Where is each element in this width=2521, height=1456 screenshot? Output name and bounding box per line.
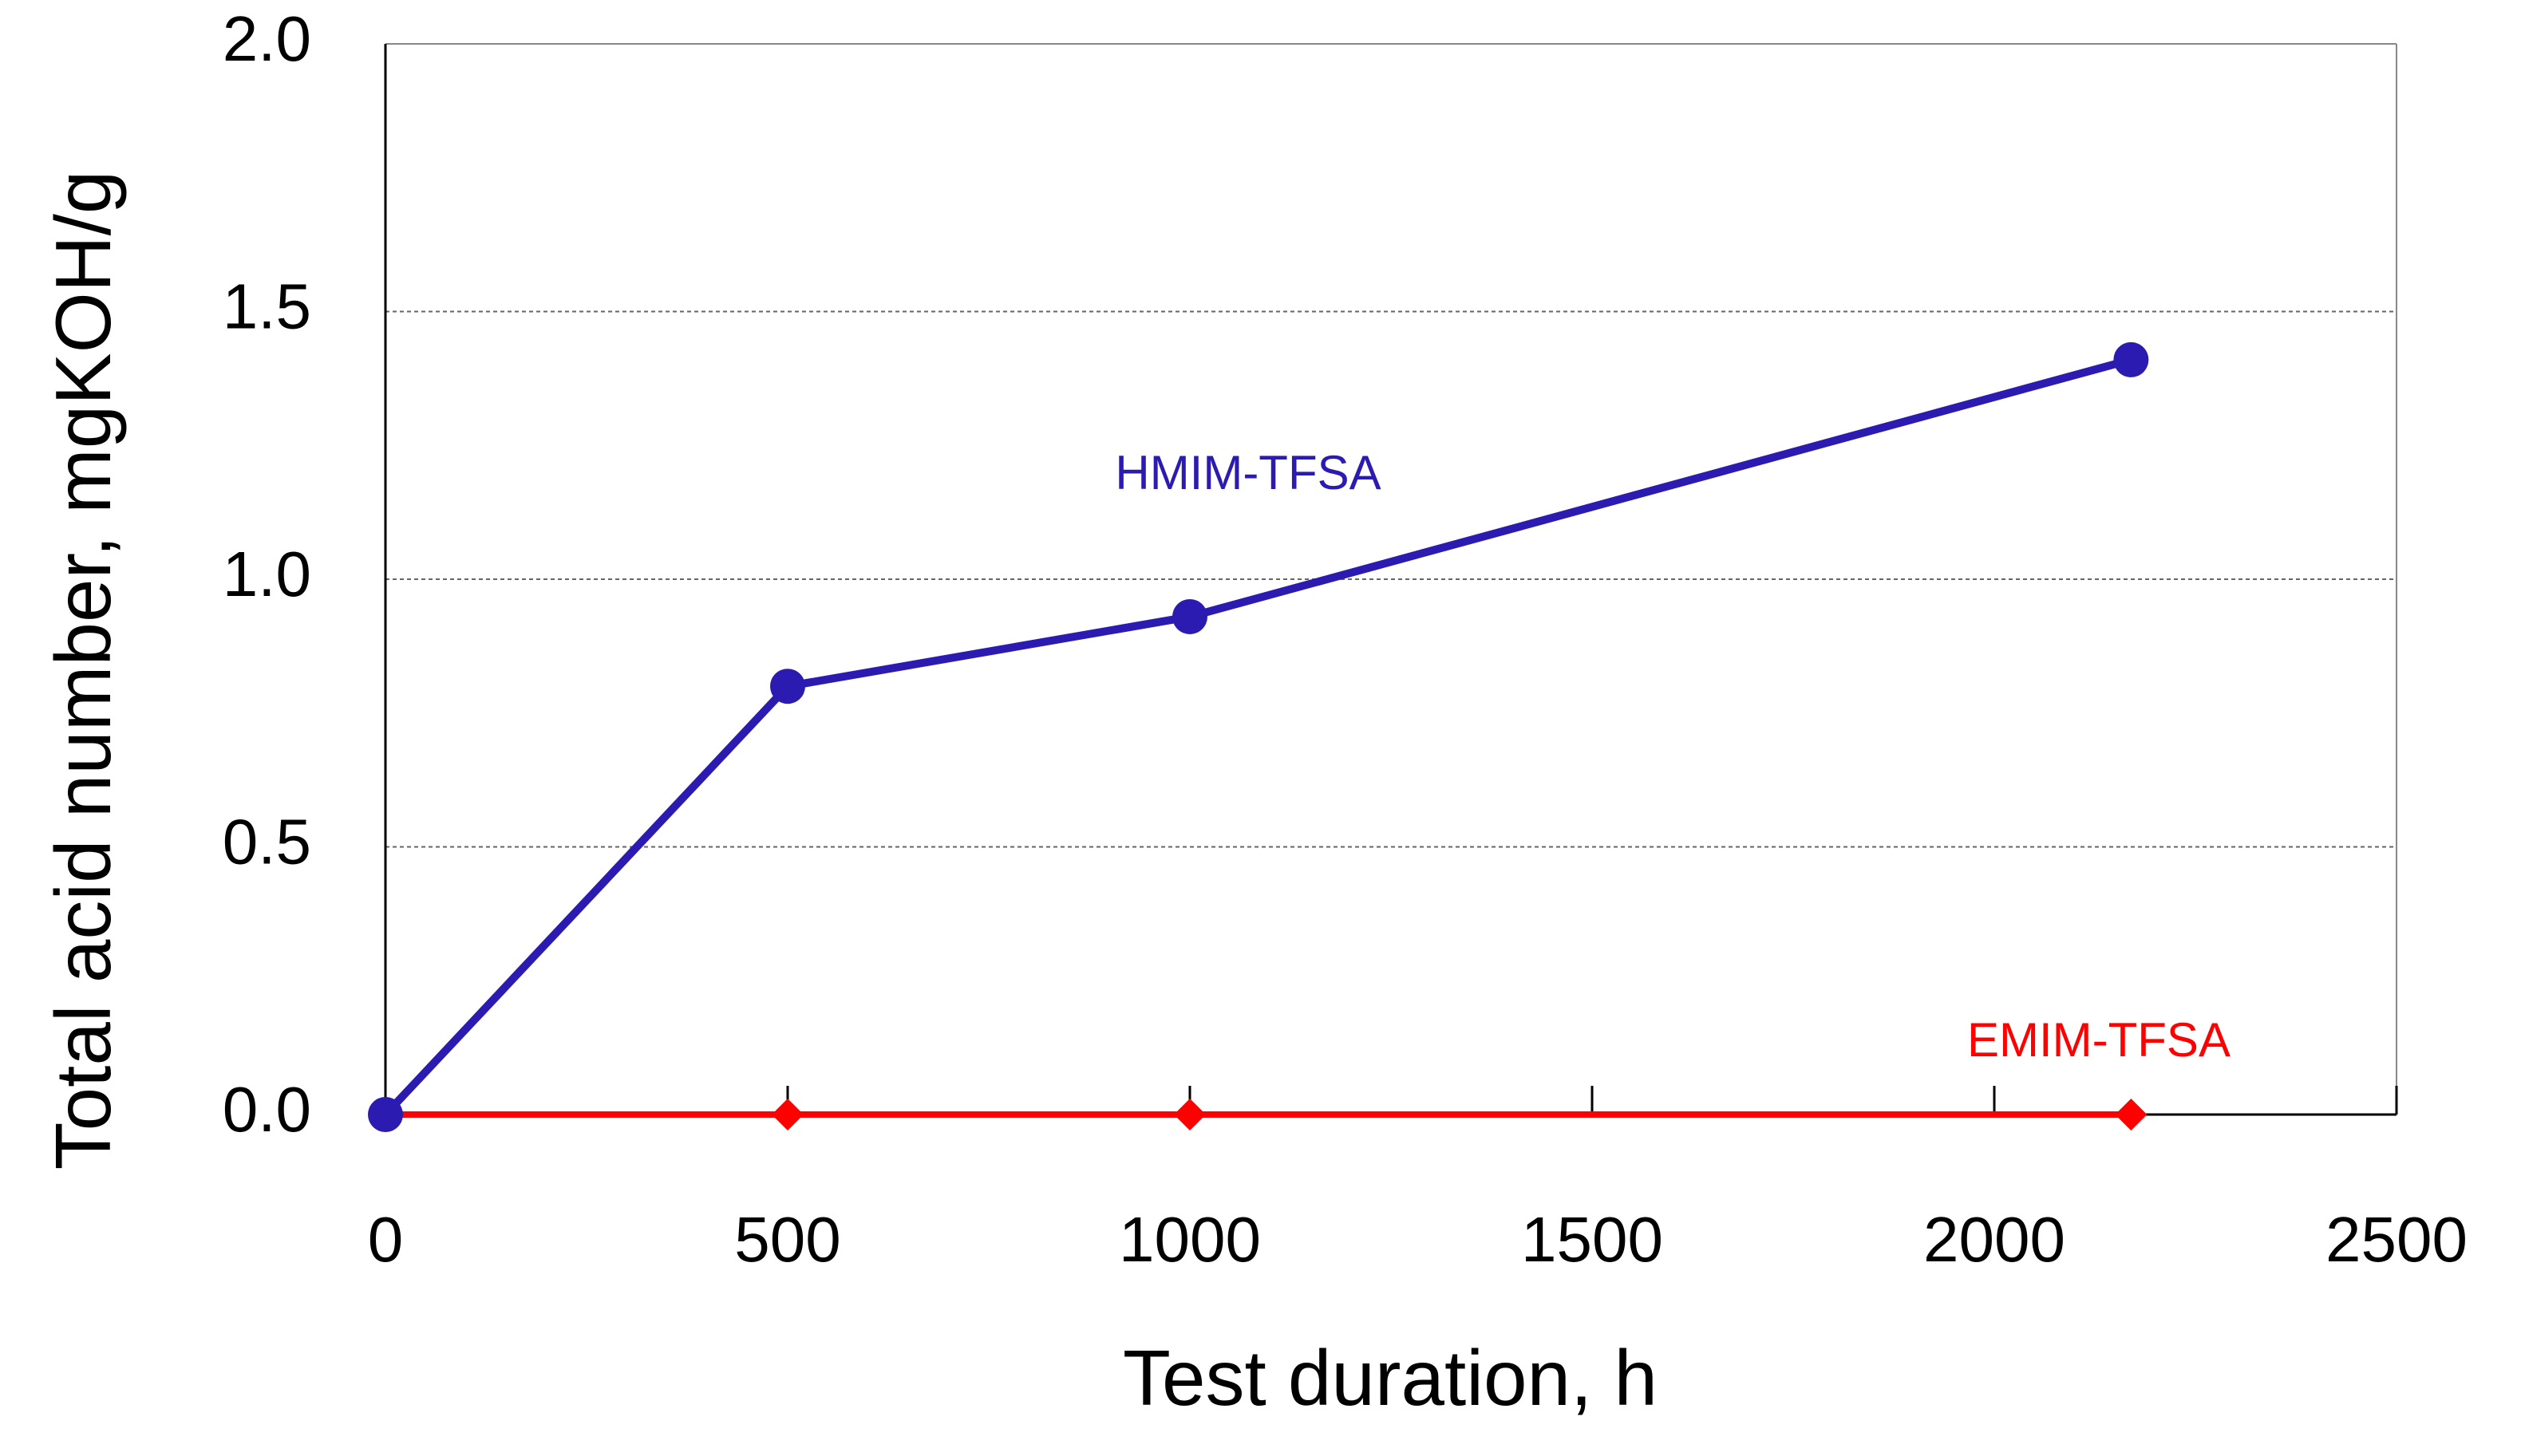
y-tick-label: 0.5 <box>223 807 311 878</box>
marker <box>1174 1099 1206 1130</box>
y-axis-title: Total acid number, mgKOH/g <box>39 171 127 1170</box>
marker <box>772 1099 804 1130</box>
x-tick-label: 2500 <box>2325 1204 2468 1275</box>
series-line <box>382 356 2132 1118</box>
y-tick-label: 0.0 <box>223 1074 311 1145</box>
x-tick-label: 1000 <box>1119 1204 1261 1275</box>
marker <box>1172 598 1207 634</box>
x-tick-label: 1500 <box>1521 1204 1663 1275</box>
marker <box>368 1097 403 1132</box>
x-tick-label: 500 <box>734 1204 840 1275</box>
marker <box>770 669 805 704</box>
x-axis-title: Test duration, h <box>1123 1334 1658 1422</box>
series-label: EMIM-TFSA <box>1967 1013 2231 1067</box>
marker <box>2113 341 2149 377</box>
y-tick-label: 1.0 <box>223 539 311 610</box>
x-tick-label: 0 <box>368 1204 404 1275</box>
y-tick-label: 2.0 <box>223 3 311 74</box>
marker <box>2115 1099 2148 1130</box>
y-tick-label: 1.5 <box>223 271 311 342</box>
series-label: HMIM-TFSA <box>1115 446 1381 499</box>
x-tick-label: 2000 <box>1923 1204 2065 1275</box>
